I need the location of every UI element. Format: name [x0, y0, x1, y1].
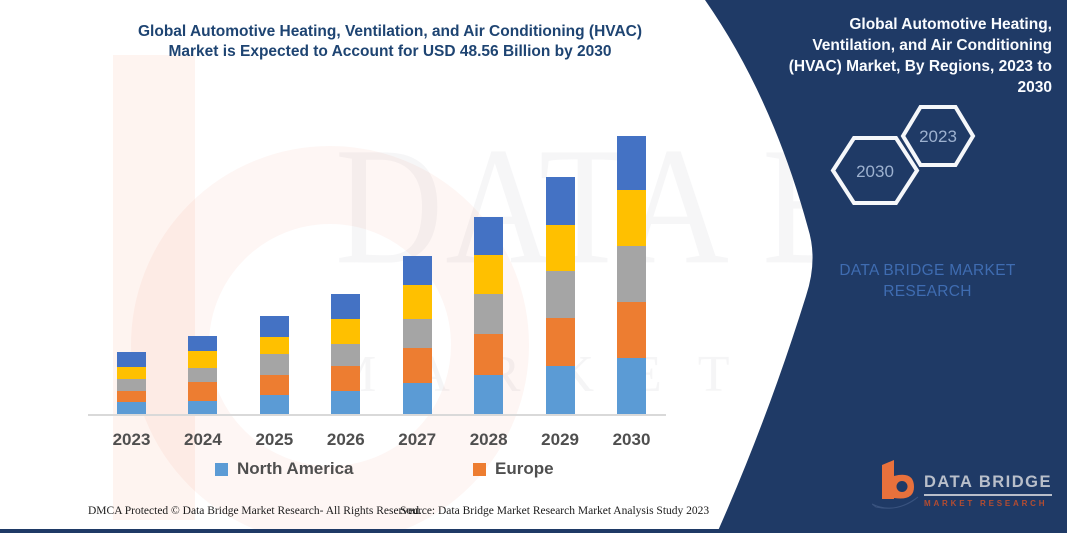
bar-2030-north-america	[617, 357, 646, 414]
bar-2024-unlabeled-gray	[188, 368, 218, 382]
year-hexagons: 2030 2023	[830, 105, 976, 205]
legend-swatch-north-america	[215, 462, 228, 476]
bar-2025	[259, 315, 289, 414]
bar-2027-europe	[402, 348, 432, 384]
bar-2026-unlabeled-yellow	[331, 318, 361, 345]
legend-item-north-america: North America	[215, 459, 354, 479]
bar-2026	[331, 294, 361, 414]
bar-2023-europe	[117, 391, 146, 402]
bar-2030-unlabeled-gray	[617, 245, 646, 302]
bar-2025-unlabeled-darkblue	[259, 315, 289, 337]
databridge-b-icon	[872, 460, 919, 509]
bar-2023-unlabeled-yellow	[117, 367, 146, 380]
hexagon-2030-icon	[830, 136, 920, 205]
bottom-navy-strip	[0, 529, 1067, 533]
legend-item-europe: Europe	[473, 459, 554, 479]
hexagon-2030-label: 2030	[856, 162, 894, 181]
bar-2024-europe	[188, 381, 218, 401]
bar-2025-europe	[259, 375, 289, 396]
bar-2029-unlabeled-darkblue	[545, 177, 575, 226]
logo-name-text: DATA BRIDGE	[924, 473, 1053, 496]
source-footer-text: Source: Data Bridge Market Research Mark…	[400, 505, 710, 517]
legend-swatch-europe	[473, 462, 486, 476]
x-label-2023: 2023	[112, 430, 151, 449]
bar-2029-north-america	[545, 365, 575, 414]
x-label-2025: 2025	[255, 430, 294, 449]
panel-title: Global Automotive Heating, Ventilation, …	[788, 16, 1052, 96]
bar-2025-north-america	[259, 395, 289, 414]
bar-2030-europe	[617, 301, 646, 358]
x-label-2027: 2027	[398, 430, 437, 449]
x-label-2028: 2028	[469, 430, 508, 449]
bar-2028	[474, 217, 504, 414]
bar-2023-north-america	[117, 402, 146, 414]
hexagon-2023-icon	[900, 105, 976, 167]
bar-2027	[402, 255, 432, 414]
bar-2029	[545, 177, 575, 414]
bar-2025-unlabeled-yellow	[259, 336, 289, 354]
bar-2026-north-america	[331, 391, 361, 414]
dmca-footer-text: DMCA Protected © Data Bridge Market Rese…	[88, 505, 422, 517]
x-label-2030: 2030	[612, 430, 651, 449]
bar-2027-north-america	[402, 383, 432, 414]
bar-2024	[188, 336, 218, 414]
x-label-2026: 2026	[326, 430, 365, 449]
plot-area	[88, 128, 668, 414]
bar-2024-unlabeled-yellow	[188, 351, 218, 369]
bar-2026-unlabeled-darkblue	[331, 294, 361, 319]
bar-2027-unlabeled-gray	[402, 318, 432, 349]
bar-2028-unlabeled-yellow	[474, 255, 504, 294]
hexagon-2023-label: 2023	[919, 127, 957, 146]
bar-2029-unlabeled-gray	[545, 271, 575, 318]
bar-2029-unlabeled-yellow	[545, 225, 575, 272]
x-label-2024: 2024	[184, 430, 222, 449]
bar-2025-unlabeled-gray	[259, 353, 289, 376]
bar-2030	[617, 136, 646, 414]
bar-2023-unlabeled-darkblue	[117, 352, 146, 368]
bar-2026-europe	[331, 365, 361, 392]
databridge-logo: DATA BRIDGE MARKET RESEARCH	[872, 456, 1062, 516]
bar-2023-unlabeled-gray	[117, 379, 146, 392]
bar-2023	[117, 352, 146, 414]
databridge-brand-text: DATA BRIDGE MARKET RESEARCH	[839, 262, 1016, 300]
x-label-2029: 2029	[541, 430, 579, 449]
legend-label-europe: Europe	[495, 459, 554, 478]
bar-2024-unlabeled-darkblue	[188, 336, 218, 352]
bar-2028-unlabeled-gray	[474, 293, 504, 334]
bar-2027-unlabeled-darkblue	[402, 255, 432, 285]
x-axis-line	[88, 414, 666, 416]
bar-2026-unlabeled-gray	[331, 344, 361, 366]
bar-2024-north-america	[188, 400, 218, 414]
bar-2030-unlabeled-darkblue	[617, 136, 646, 190]
bar-2027-unlabeled-yellow	[402, 284, 432, 319]
logo-subtitle-text: MARKET RESEARCH	[924, 499, 1048, 508]
legend-label-north-america: North America	[237, 459, 354, 478]
bar-2028-europe	[474, 333, 504, 376]
bar-2028-north-america	[474, 375, 504, 414]
bar-2029-europe	[545, 317, 575, 366]
bar-2030-unlabeled-yellow	[617, 189, 646, 246]
bar-2028-unlabeled-darkblue	[474, 217, 504, 256]
chart-title: Global Automotive Heating, Ventilation, …	[137, 23, 643, 60]
